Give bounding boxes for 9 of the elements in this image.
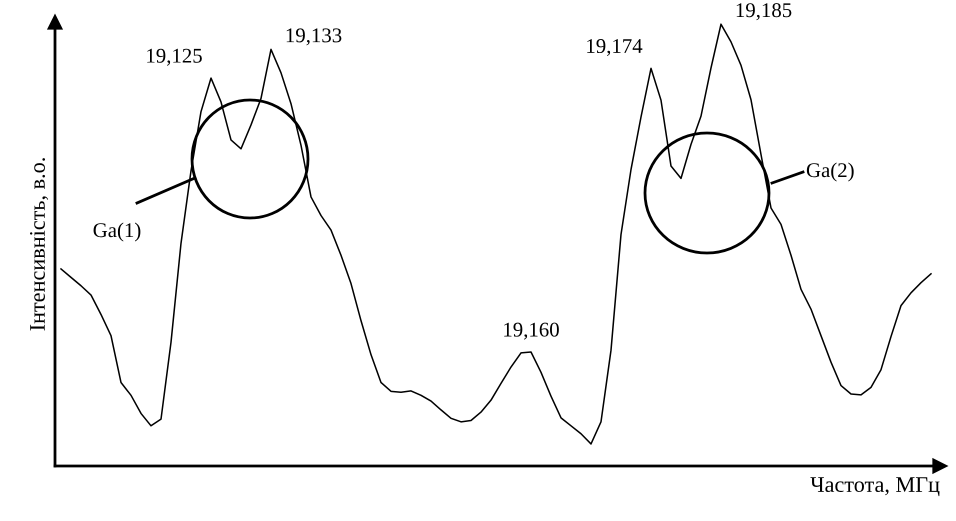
annotation: 19,174 <box>587 39 642 56</box>
text: 19,185 <box>736 3 792 20</box>
x-axis-title: Частота, МГц <box>810 477 940 496</box>
annotation: Ga(1) <box>94 222 140 242</box>
annotation: 19,125 <box>147 48 202 66</box>
annotation: 19,133 <box>286 28 342 46</box>
annotation: 19,160 <box>504 322 559 340</box>
y-axis-title: Інтенсивність, в.о. <box>30 158 48 331</box>
annotation: Ga(2) <box>806 162 854 182</box>
